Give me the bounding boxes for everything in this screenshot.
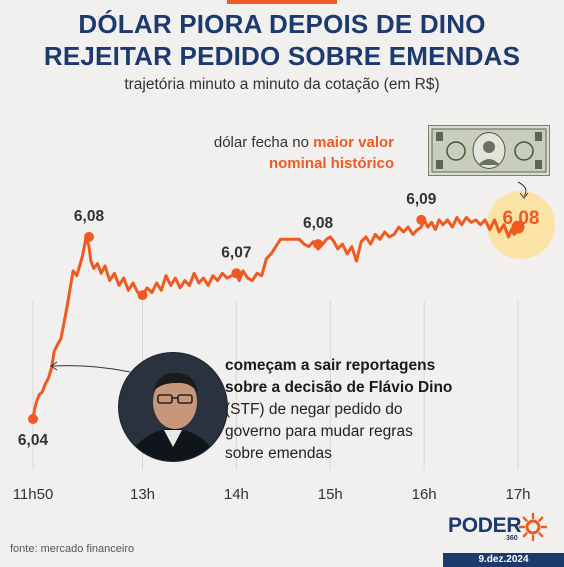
title-line-2: REJEITAR PEDIDO SOBRE EMENDAS <box>43 41 521 71</box>
callout-text-1: (STF) de negar pedido do <box>225 401 403 418</box>
chart-subtitle: trajetória minuto a minuto da cotação (e… <box>124 76 440 93</box>
page-title: DÓLAR PIORA DEPOIS DE DINO REJEITAR PEDI… <box>0 8 564 72</box>
callout-text-2: governo para mudar regras <box>225 423 413 440</box>
close-note-highlight-1: maior valor <box>313 134 394 151</box>
data-label-0: 6,04 <box>18 432 49 449</box>
title-line-1: DÓLAR PIORA DEPOIS DE DINO <box>78 9 486 39</box>
marker-point-0 <box>28 414 38 424</box>
x-tick-label-2: 14h <box>224 486 249 503</box>
news-callout: começam a sair reportagens sobre a decis… <box>225 355 465 465</box>
close-note-prefix: dólar fecha no <box>213 134 314 151</box>
close-note: dólar fecha no maior valor nominal histó… <box>214 132 394 174</box>
date-badge: 9.dez.2024 <box>443 553 564 567</box>
series-line <box>31 215 520 421</box>
close-note-arrowhead <box>519 192 529 199</box>
poder360-logo: PODER 360 <box>448 512 548 542</box>
marker-point-5 <box>416 214 427 225</box>
x-tick-label-5: 17h <box>505 486 530 503</box>
flavio-dino-photo <box>118 352 228 462</box>
dollar-bill-image <box>428 125 550 176</box>
callout-bold-1: começam a sair reportagens <box>225 357 436 374</box>
accent-bar <box>227 0 337 4</box>
marker-point-3 <box>231 268 242 279</box>
source-note: fonte: mercado financeiro <box>10 543 135 555</box>
sun-icon <box>518 512 548 542</box>
data-label-4: 6,09 <box>406 191 437 208</box>
x-tick-label-0: 11h50 <box>13 486 54 503</box>
logo-sub: 360 <box>506 535 518 542</box>
callout-arrow <box>51 365 131 373</box>
logo-text: PODER <box>448 514 522 537</box>
data-label-1: 6,08 <box>74 208 105 225</box>
callout-arrowhead <box>50 361 58 371</box>
x-tick-label-3: 15h <box>318 486 343 503</box>
marker-point-6 <box>511 220 525 234</box>
close-note-arrow <box>517 181 527 197</box>
x-tick-label-1: 13h <box>130 486 155 503</box>
marker-point-2 <box>137 290 148 301</box>
marker-point-4 <box>313 239 324 250</box>
marker-point-1 <box>84 231 95 242</box>
close-note-highlight-2: nominal histórico <box>268 155 394 172</box>
data-label-5: 6,08 <box>503 208 540 229</box>
callout-bold-2: sobre a decisão de Flávio Dino <box>225 379 453 396</box>
data-label-3: 6,08 <box>303 215 334 232</box>
x-tick-label-4: 16h <box>412 486 437 503</box>
callout-text-3: sobre emendas <box>225 445 332 462</box>
data-label-2: 6,07 <box>221 244 251 261</box>
